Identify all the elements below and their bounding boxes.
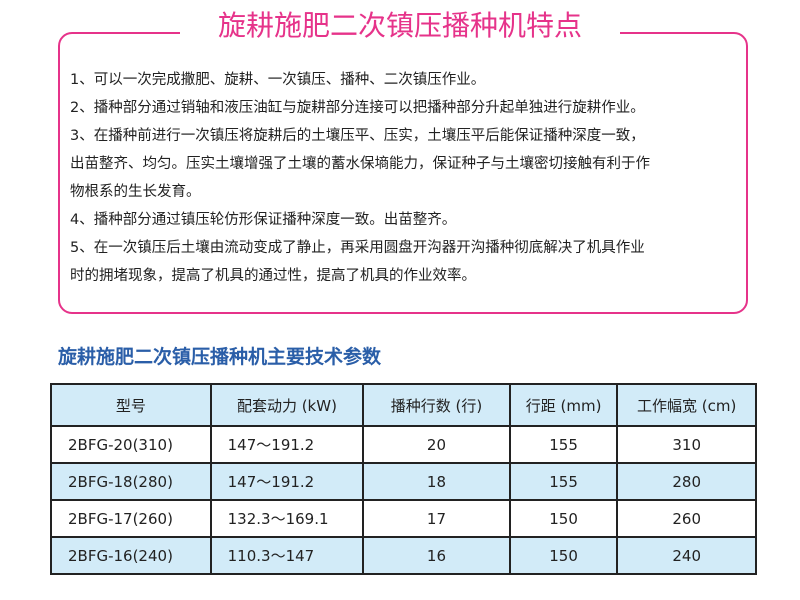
feature-line: 3、在播种前进行一次镇压将旋耕后的土壤压平、压实，土壤压平后能保证播种深度一致， [70,128,645,144]
table-row: 2BFG-18(280) 147～191.2 18 155 280 [50,462,757,501]
feature-line: 4、播种部分通过镇压轮仿形保证播种深度一致。出苗整齐。 [70,212,457,228]
header-cell: 配套动力 (kW) [209,383,365,427]
cell-width: 280 [616,462,757,501]
cell-rows: 18 [362,462,511,501]
cell-power: 147～191.2 [209,425,365,464]
cell-model: 2BFG-18(280) [50,462,212,501]
feature-line: 物根系的生长发育。 [70,184,201,200]
cell-rows: 17 [362,499,511,538]
header-cell: 播种行数 (行) [362,383,511,427]
cell-model: 2BFG-16(240) [50,536,212,575]
cell-model: 2BFG-17(260) [50,499,212,538]
spec-table: 型号 配套动力 (kW) 播种行数 (行) 行距 (mm) 工作幅宽 (cm) … [50,383,757,575]
header-cell: 行距 (mm) [508,383,619,427]
features-list: 1、可以一次完成撒肥、旋耕、一次镇压、播种、二次镇压作业。 2、播种部分通过销轴… [70,66,740,290]
table-row: 2BFG-16(240) 110.3～147 16 150 240 [50,536,757,575]
feature-line: 5、在一次镇压后土壤由流动变成了静止，再采用圆盘开沟器开沟播种彻底解决了机具作业 [70,240,645,256]
cell-rows: 16 [362,536,511,575]
header-cell: 型号 [50,383,212,427]
cell-width: 240 [616,536,757,575]
cell-power: 132.3～169.1 [209,499,365,538]
cell-power: 110.3～147 [209,536,365,575]
cell-width: 310 [616,425,757,464]
table-row: 2BFG-20(310) 147～191.2 20 155 310 [50,425,757,464]
feature-line: 1、可以一次完成撒肥、旋耕、一次镇压、播种、二次镇压作业。 [70,72,486,88]
cell-spacing: 150 [508,499,619,538]
cell-rows: 20 [362,425,511,464]
table-title: 旋耕施肥二次镇压播种机主要技术参数 [58,346,382,368]
feature-line: 出苗整齐、均匀。压实土壤增强了土壤的蓄水保墒能力，保证种子与土壤密切接触有利于作 [70,156,650,172]
cell-spacing: 155 [508,425,619,464]
cell-spacing: 155 [508,462,619,501]
cell-model: 2BFG-20(310) [50,425,212,464]
feature-line: 时的拥堵现象，提高了机具的通过性，提高了机具的作业效率。 [70,268,476,284]
cell-power: 147～191.2 [209,462,365,501]
feature-line: 2、播种部分通过销轴和液压油缸与旋耕部分连接可以把播种部分升起单独进行旋耕作业。 [70,100,645,116]
table-header: 型号 配套动力 (kW) 播种行数 (行) 行距 (mm) 工作幅宽 (cm) [50,383,757,427]
cell-width: 260 [616,499,757,538]
table-row: 2BFG-17(260) 132.3～169.1 17 150 260 [50,499,757,538]
cell-spacing: 150 [508,536,619,575]
header-cell: 工作幅宽 (cm) [616,383,757,427]
page-title: 旋耕施肥二次镇压播种机特点 [180,6,620,46]
